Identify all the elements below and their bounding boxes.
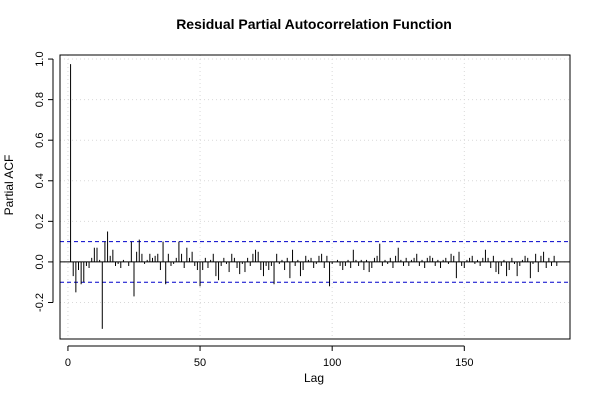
grid [60,55,570,339]
y-axis-label: Partial ACF [2,155,16,216]
y-tick-label: 0.0 [34,254,46,269]
chart-title: Residual Partial Autocorrelation Functio… [176,16,452,32]
y-tick-label: 0.8 [34,92,46,107]
x-axis-label: Lag [304,371,324,385]
y-tick-label: 0.6 [34,133,46,148]
x-tick-label: 100 [323,357,341,369]
confidence-bounds [60,241,570,283]
y-tick-label: 0.2 [34,214,46,229]
axes: 0 50 100 150 -0.2 0.0 0.2 0.4 0.6 0.8 1.0 [34,51,473,369]
x-tick-label: 0 [65,357,71,369]
y-tick-label: 0.4 [34,173,46,188]
x-tick-label: 50 [194,357,206,369]
x-tick-label: 150 [455,357,473,369]
plot-frame [59,54,571,340]
pacf-bars [70,64,558,329]
y-tick-label: -0.2 [34,293,46,312]
y-tick-label: 1.0 [34,51,46,66]
